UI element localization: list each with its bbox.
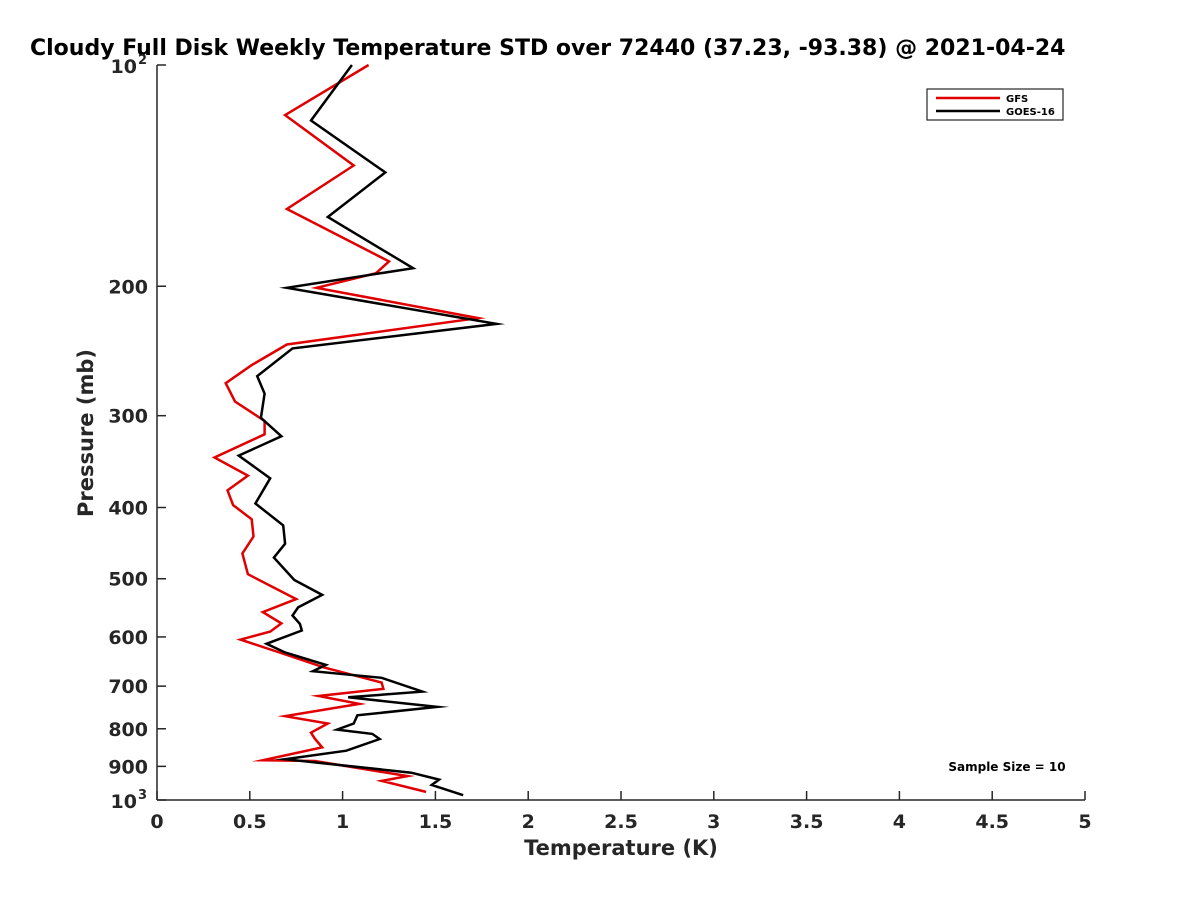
y-tick-label: 900 — [108, 756, 148, 778]
x-tick-label: 4.5 — [975, 811, 1009, 833]
y-tick-label: 300 — [108, 406, 148, 428]
x-tick-label: 3.5 — [790, 811, 824, 833]
x-axis-ticks: 0 0.5 1 1.5 2 2.5 3 3.5 4 4.5 5 — [150, 791, 1092, 833]
x-tick-label: 0 — [150, 811, 163, 833]
series-layer — [211, 63, 506, 797]
y-axis-label: Pressure (mb) — [74, 349, 98, 517]
x-tick-label: 2 — [522, 811, 535, 833]
legend-box — [926, 88, 1064, 121]
chart-title: Cloudy Full Disk Weekly Temperature STD … — [30, 36, 1065, 61]
legend-label: GOES-16 — [1006, 107, 1055, 118]
y-tick-label-power: 10 — [111, 791, 137, 813]
x-tick-label: 1.5 — [419, 811, 453, 833]
x-tick-label: 5 — [1078, 811, 1091, 833]
x-tick-label: 3 — [707, 811, 720, 833]
x-tick-label: 2.5 — [604, 811, 638, 833]
y-tick-label: 600 — [108, 627, 148, 649]
y-tick-label: 200 — [108, 276, 148, 298]
x-tick-label: 0.5 — [233, 811, 267, 833]
x-tick-label: 1 — [336, 811, 349, 833]
series-line-goes-16 — [236, 64, 506, 797]
y-tick-label-exponent: 3 — [138, 788, 147, 803]
sample-size-label: Sample Size = 10 — [948, 760, 1065, 774]
plot-area — [156, 65, 1085, 801]
legend: GFS GOES-16 — [926, 88, 1064, 121]
y-tick-label-power: 10 — [111, 56, 137, 78]
y-tick-label-exponent: 2 — [138, 53, 147, 68]
y-tick-label: 500 — [108, 569, 148, 591]
y-tick-label: 700 — [108, 676, 148, 698]
x-axis-label: Temperature (K) — [524, 836, 718, 860]
legend-label: GFS — [1006, 94, 1028, 105]
y-tick-label: 800 — [108, 719, 148, 741]
y-tick-label: 400 — [108, 498, 148, 520]
x-tick-label: 4 — [893, 811, 906, 833]
series-line-gfs — [211, 63, 486, 794]
legend-items: GFS GOES-16 — [936, 94, 1055, 118]
